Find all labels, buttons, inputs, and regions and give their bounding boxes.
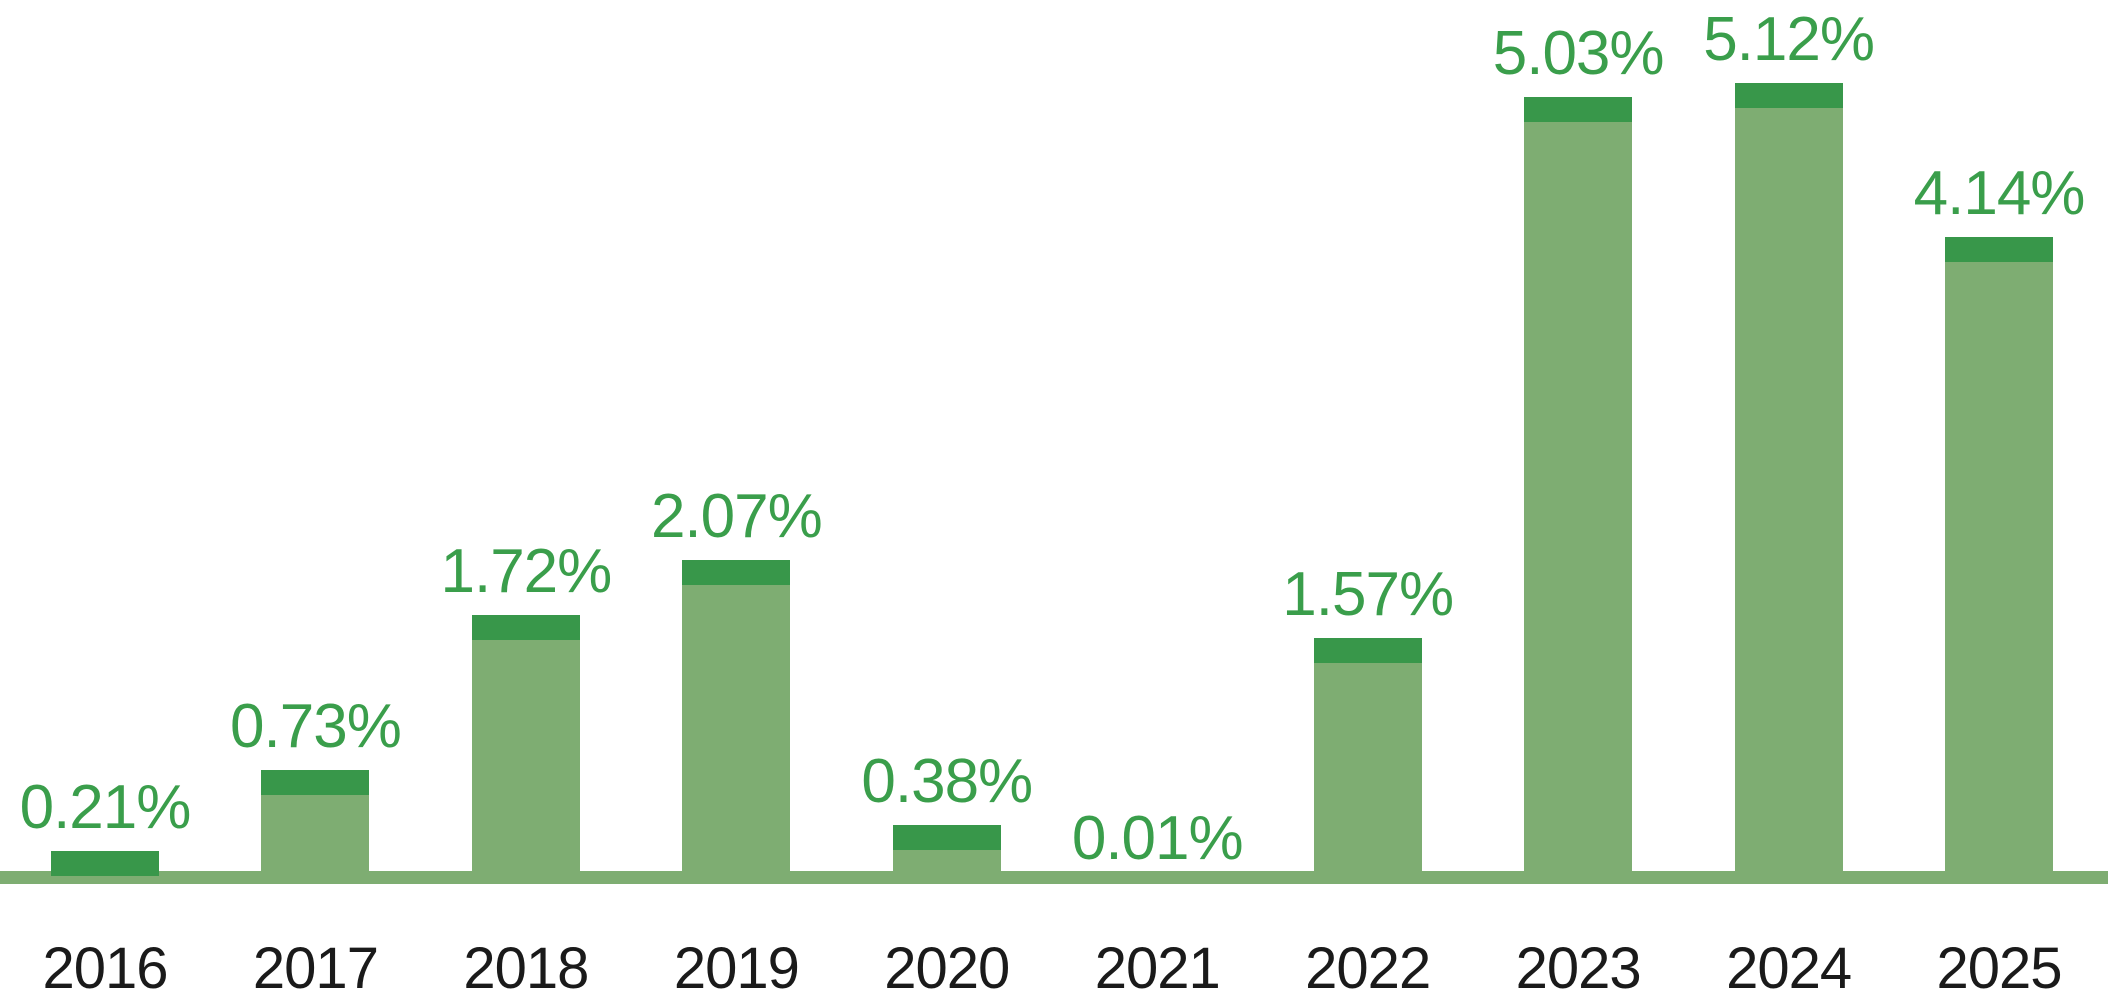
bar-cap-segment: [51, 851, 159, 876]
x-axis-tick-label: 2025: [1936, 936, 2063, 992]
bar-value-label: 5.12%: [1703, 5, 1875, 74]
bar: [1103, 882, 1212, 884]
x-axis-tick-label: 2016: [42, 936, 168, 992]
bar-cap-segment: [892, 825, 1001, 850]
x-axis-tick-label: 2024: [1726, 936, 1852, 992]
x-axis-tick-label: 2021: [1094, 936, 1221, 992]
bar: [682, 560, 791, 884]
bar: [1945, 237, 2054, 884]
bar-value-label: 0.21%: [19, 773, 192, 842]
x-axis-tick-label: 2023: [1515, 936, 1642, 992]
bar-cap-segment: [1945, 237, 2054, 262]
x-axis-tick-label: 2019: [673, 936, 800, 992]
bar: [471, 615, 580, 884]
x-axis-tick-label: 2022: [1305, 936, 1431, 992]
bar-value-label: 4.14%: [1913, 159, 2086, 228]
bar: [1734, 83, 1843, 884]
bar-cap-segment: [471, 615, 580, 640]
x-axis-tick-label: 2020: [884, 936, 1010, 992]
bar-cap-segment: [1524, 97, 1633, 122]
bar-value-label: 1.72%: [440, 537, 612, 606]
bar-cap-segment: [682, 560, 791, 585]
bar: [261, 770, 370, 884]
bar-value-label: 0.73%: [230, 692, 402, 761]
bar-cap-segment: [1313, 638, 1422, 663]
bar-value-label: 0.01%: [1071, 804, 1244, 873]
bar-cap-segment: [261, 770, 370, 795]
bar: [1313, 638, 1422, 884]
bar: [892, 825, 1001, 884]
bar: [51, 851, 159, 884]
bar-value-label: 2.07%: [650, 482, 823, 551]
x-axis-tick-label: 2018: [463, 936, 589, 992]
bar-cap-segment: [1734, 83, 1843, 108]
bar-value-label: 5.03%: [1492, 19, 1665, 88]
bar: [1524, 97, 1633, 884]
bar-value-label: 1.57%: [1282, 560, 1454, 629]
x-axis-tick-label: 2017: [252, 936, 379, 992]
bar-value-label: 0.38%: [861, 747, 1033, 816]
